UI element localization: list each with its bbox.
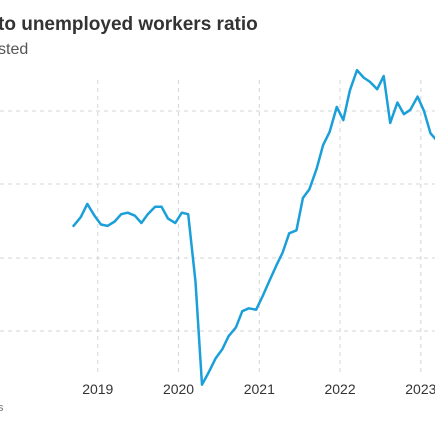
x-axis-ticks: 2019 2020 2021 2022 2023 [82, 381, 435, 397]
x-tick-label: 2022 [324, 381, 355, 397]
x-tick-label: 2023 [405, 381, 435, 397]
chart-subtitle: sted [0, 41, 29, 58]
series-line [72, 68, 435, 386]
chart-grid [0, 80, 435, 372]
x-tick-label: 2021 [244, 381, 275, 397]
chart-title: to unemployed workers ratio [0, 14, 258, 35]
chart-series [72, 68, 435, 386]
x-tick-label: 2020 [163, 381, 194, 397]
x-tick-label: 2019 [82, 381, 113, 397]
chart-source: s [0, 402, 4, 414]
